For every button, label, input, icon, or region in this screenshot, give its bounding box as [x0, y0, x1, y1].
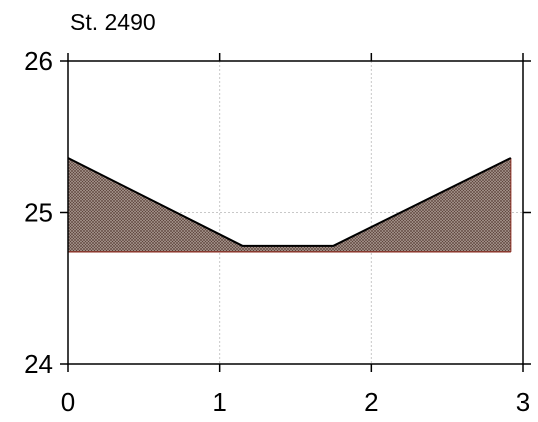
cross-section-area	[67, 157, 512, 253]
x-tick-label: 0	[61, 387, 75, 417]
x-axis: 0 1 2 3	[61, 53, 530, 417]
x-tick-label: 3	[516, 387, 530, 417]
series-line	[67, 157, 512, 247]
chart-title: St. 2490	[70, 9, 156, 35]
y-tick-label: 25	[24, 198, 53, 228]
y-axis: 24 25 26	[24, 46, 531, 379]
y-tick-label: 26	[24, 46, 53, 76]
area-fill	[68, 157, 511, 252]
x-tick-label: 2	[364, 387, 378, 417]
x-tick-label: 1	[212, 387, 226, 417]
y-tick-label: 24	[24, 349, 53, 379]
